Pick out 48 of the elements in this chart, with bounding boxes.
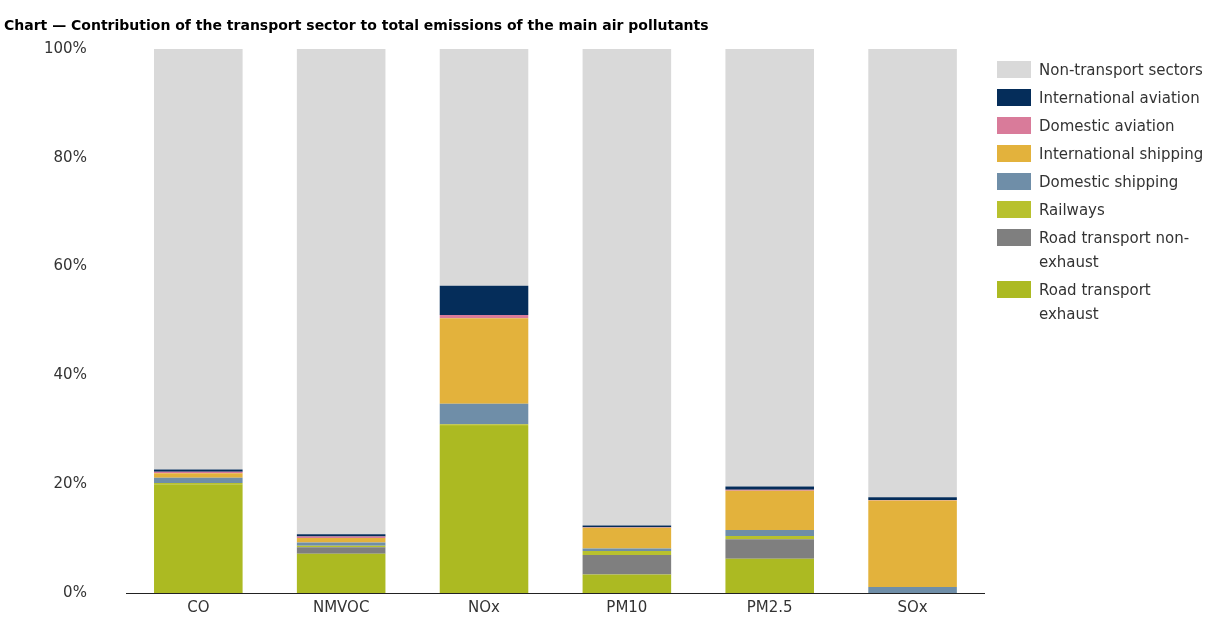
bar xyxy=(582,554,672,575)
legend-label: Domestic shipping xyxy=(1039,172,1180,193)
bar xyxy=(725,529,815,536)
x-tick-label: PM2.5 xyxy=(746,597,793,616)
bar xyxy=(154,49,243,470)
bar xyxy=(725,539,815,559)
y-tick-label: 0% xyxy=(63,582,87,601)
x-tick-label: NMVOC xyxy=(312,597,370,616)
bar xyxy=(725,558,815,593)
x-tick-label: PM10 xyxy=(606,597,648,616)
bar xyxy=(582,527,672,549)
bar xyxy=(296,553,386,593)
bar xyxy=(868,49,957,498)
legend-label: International aviation xyxy=(1039,88,1201,109)
bar xyxy=(439,425,529,593)
bar xyxy=(439,315,529,319)
bar xyxy=(725,49,815,487)
legend-label: Road transport exhaust xyxy=(1039,280,1152,325)
legend-label: Non-transport sectors xyxy=(1039,60,1204,81)
bar xyxy=(296,547,386,554)
legend-label: International shipping xyxy=(1039,144,1204,165)
bar xyxy=(582,49,672,526)
bar xyxy=(439,318,529,404)
y-tick-label: 40% xyxy=(53,365,87,384)
bar xyxy=(582,574,672,593)
bar xyxy=(154,484,243,593)
y-tick-label: 60% xyxy=(53,256,87,275)
bar xyxy=(439,403,529,425)
legend-label: Railways xyxy=(1039,200,1106,221)
y-tick-label: 20% xyxy=(53,474,87,493)
bar xyxy=(296,538,386,543)
x-tick-label: NOx xyxy=(468,597,501,616)
bar xyxy=(154,477,243,484)
y-tick-label: 100% xyxy=(43,38,87,57)
bar xyxy=(725,490,815,530)
legend-label: Road transport non-exhaust xyxy=(1039,228,1191,273)
x-tick-label: SOx xyxy=(897,597,928,616)
bar xyxy=(154,473,243,478)
bar xyxy=(439,285,529,316)
bar xyxy=(868,500,957,588)
chart-title: Chart — Contribution of the transport sector to total emissions of the main air pollutants xyxy=(4,17,709,34)
bar xyxy=(725,535,815,540)
y-tick-label: 80% xyxy=(53,147,87,166)
bar xyxy=(868,587,957,593)
bar xyxy=(439,49,529,286)
bar xyxy=(296,49,386,535)
x-tick-label: CO xyxy=(187,597,210,616)
legend-label: Domestic aviation xyxy=(1039,116,1176,137)
